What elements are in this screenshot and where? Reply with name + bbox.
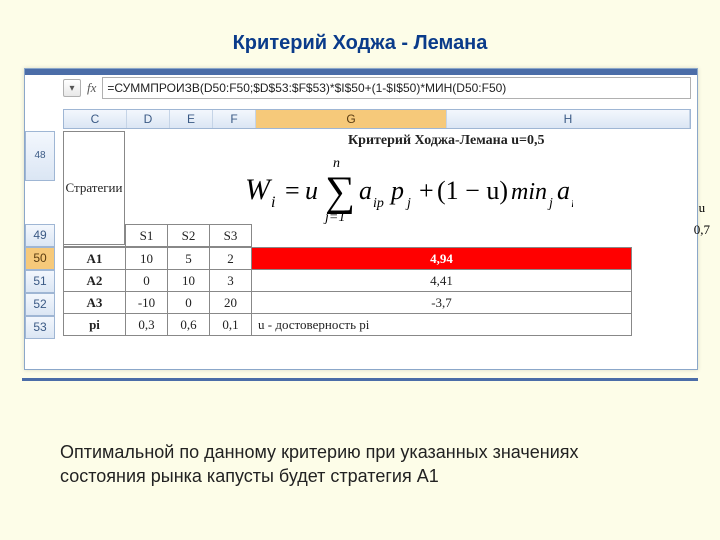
table-row: A3 -10 0 20 -3,7: [64, 292, 632, 314]
svg-text:min: min: [511, 179, 547, 205]
u-label: u: [694, 200, 710, 216]
row-header-53[interactable]: 53: [25, 316, 55, 339]
col-header-f[interactable]: F: [213, 110, 256, 128]
col-s2: S2: [168, 225, 210, 247]
result-cell[interactable]: -3,7: [252, 292, 632, 314]
row-header-50[interactable]: 50: [25, 247, 55, 270]
cell[interactable]: 20: [210, 292, 252, 314]
svg-text:j=1: j=1: [323, 210, 345, 225]
svg-text:a: a: [557, 176, 570, 205]
table-row: pi 0,3 0,6 0,1 u - достоверность pi: [64, 314, 632, 336]
result-cell-highlight[interactable]: 4,94: [252, 248, 632, 270]
cell[interactable]: 0,1: [210, 314, 252, 336]
cell[interactable]: 2: [210, 248, 252, 270]
fx-icon[interactable]: fx: [87, 80, 96, 96]
name-box-dropdown[interactable]: ▾: [63, 79, 81, 97]
row-headers: 48 49 50 51 52 53: [25, 131, 55, 369]
divider: [22, 378, 698, 381]
s-header-table: S1 S2 S3: [63, 224, 252, 247]
cell[interactable]: 0,3: [126, 314, 168, 336]
cell[interactable]: 0: [168, 292, 210, 314]
formula-svg: W i = u ∑ n j=1 a ip p j + (1 − u) min: [243, 153, 573, 225]
col-header-h[interactable]: H: [447, 110, 690, 128]
strat-cell[interactable]: A2: [64, 270, 126, 292]
strat-cell[interactable]: A1: [64, 248, 126, 270]
row-header-51[interactable]: 51: [25, 270, 55, 293]
ribbon-accent: [25, 69, 697, 75]
svg-text:a: a: [359, 176, 372, 205]
col-s1: S1: [126, 225, 168, 247]
cell[interactable]: 0: [126, 270, 168, 292]
cell[interactable]: 0,6: [168, 314, 210, 336]
svg-text:n: n: [333, 156, 340, 171]
u-column: u 0,7: [694, 200, 710, 238]
row-header-48[interactable]: 48: [25, 131, 55, 181]
data-table: A1 10 5 2 4,94 A2 0 10 3 4,41: [63, 247, 632, 336]
cell[interactable]: 10: [168, 270, 210, 292]
cell[interactable]: 10: [126, 248, 168, 270]
u-value: 0,7: [694, 222, 710, 238]
svg-text:=: =: [285, 176, 300, 205]
col-header-g[interactable]: G: [256, 110, 447, 128]
result-cell[interactable]: 4,41: [252, 270, 632, 292]
col-header-e[interactable]: E: [170, 110, 213, 128]
cells: Стратегии Критерий Ходжа-Лемана u=0,5 W …: [63, 131, 691, 369]
table-row: A1 10 5 2 4,94: [64, 248, 632, 270]
svg-text:+: +: [419, 176, 434, 205]
svg-text:ij: ij: [571, 196, 573, 211]
cell[interactable]: -10: [126, 292, 168, 314]
slide-title: Критерий Ходжа - Лемана: [0, 32, 720, 55]
caption-text: Оптимальной по данному критерию при указ…: [60, 440, 660, 489]
svg-text:(1 − u): (1 − u): [437, 176, 508, 205]
formula-bar: ▾ fx =СУММПРОИЗВ(D50:F50;$D$53:$F$53)*$I…: [63, 77, 691, 99]
svg-text:p: p: [389, 176, 404, 205]
row-header-52[interactable]: 52: [25, 293, 55, 316]
svg-text:i: i: [271, 194, 275, 211]
svg-text:u: u: [305, 176, 318, 205]
formula-input[interactable]: =СУММПРОИЗВ(D50:F50;$D$53:$F$53)*$I$50+(…: [102, 77, 691, 99]
cell[interactable]: 5: [168, 248, 210, 270]
svg-text:W: W: [245, 173, 273, 206]
table-row: A2 0 10 3 4,41: [64, 270, 632, 292]
svg-text:ip: ip: [373, 196, 384, 211]
svg-text:∑: ∑: [325, 169, 355, 215]
s-headers: S1 S2 S3: [63, 224, 252, 247]
excel-screenshot: ▾ fx =СУММПРОИЗВ(D50:F50;$D$53:$F$53)*$I…: [24, 68, 698, 370]
grid-area: 48 49 50 51 52 53 Стратегии Критерий Ход…: [25, 131, 697, 369]
empty-cell: [64, 225, 126, 247]
slide: Критерий Ходжа - Лемана ▾ fx =СУММПРОИЗВ…: [0, 0, 720, 540]
criterion-heading: Критерий Ходжа-Лемана u=0,5: [348, 133, 545, 149]
cell[interactable]: 3: [210, 270, 252, 292]
col-header-d[interactable]: D: [127, 110, 170, 128]
data-rows: A1 10 5 2 4,94 A2 0 10 3 4,41: [63, 247, 691, 336]
note-cell[interactable]: u - достоверность pi: [252, 314, 632, 336]
svg-text:j: j: [547, 196, 553, 211]
strat-cell[interactable]: pi: [64, 314, 126, 336]
column-headers: C D E F G H: [63, 109, 691, 129]
strat-cell[interactable]: A3: [64, 292, 126, 314]
row-header-49[interactable]: 49: [25, 224, 55, 247]
svg-text:j: j: [405, 196, 411, 211]
col-s3: S3: [210, 225, 252, 247]
col-header-c[interactable]: C: [64, 110, 127, 128]
